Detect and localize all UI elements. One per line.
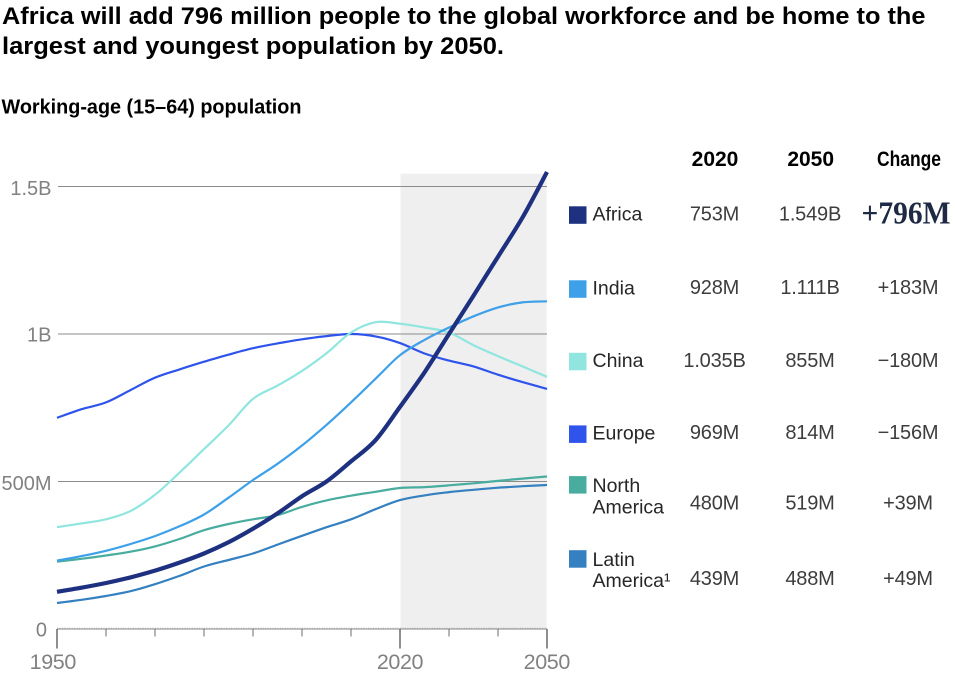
svg-text:America: America <box>593 496 665 518</box>
svg-text:480M: 480M <box>690 493 739 515</box>
svg-text:+39M: +39M <box>883 493 933 515</box>
svg-text:1.549B: 1.549B <box>779 204 841 226</box>
svg-text:2050: 2050 <box>787 148 834 171</box>
svg-text:largest and youngest populatio: largest and youngest population by 2050. <box>2 33 504 60</box>
svg-text:2050: 2050 <box>524 650 571 674</box>
svg-text:2020: 2020 <box>692 148 739 171</box>
svg-text:1.5B: 1.5B <box>10 178 51 200</box>
svg-text:519M: 519M <box>785 493 834 515</box>
svg-text:855M: 855M <box>785 350 834 372</box>
svg-text:500M: 500M <box>1 473 51 495</box>
svg-text:Europe: Europe <box>593 423 656 445</box>
svg-text:1.111B: 1.111B <box>780 277 839 299</box>
svg-text:America¹: America¹ <box>593 570 672 592</box>
svg-text:+796M: +796M <box>862 195 951 231</box>
svg-text:−180M: −180M <box>878 350 939 372</box>
svg-text:Change: Change <box>877 148 941 171</box>
svg-text:+49M: +49M <box>883 568 933 590</box>
svg-text:439M: 439M <box>690 568 739 590</box>
svg-text:753M: 753M <box>690 204 739 226</box>
svg-text:−156M: −156M <box>878 422 939 444</box>
svg-text:928M: 928M <box>690 277 739 299</box>
svg-text:1950: 1950 <box>30 650 77 674</box>
svg-text:1B: 1B <box>27 325 51 347</box>
svg-text:Africa: Africa <box>593 204 643 226</box>
svg-text:India: India <box>593 278 635 300</box>
svg-text:Latin: Latin <box>593 549 635 571</box>
svg-text:Working-age (15–64) population: Working-age (15–64) population <box>2 97 302 119</box>
svg-text:+183M: +183M <box>878 277 939 299</box>
svg-text:0: 0 <box>36 620 47 642</box>
svg-text:969M: 969M <box>690 422 739 444</box>
svg-text:Africa will add 796 million pe: Africa will add 796 million people to th… <box>2 3 925 30</box>
svg-text:2020: 2020 <box>377 650 424 674</box>
svg-text:814M: 814M <box>785 422 834 444</box>
svg-text:China: China <box>593 350 644 372</box>
svg-text:1.035B: 1.035B <box>683 350 745 372</box>
svg-text:488M: 488M <box>785 568 834 590</box>
svg-text:North: North <box>593 475 641 497</box>
